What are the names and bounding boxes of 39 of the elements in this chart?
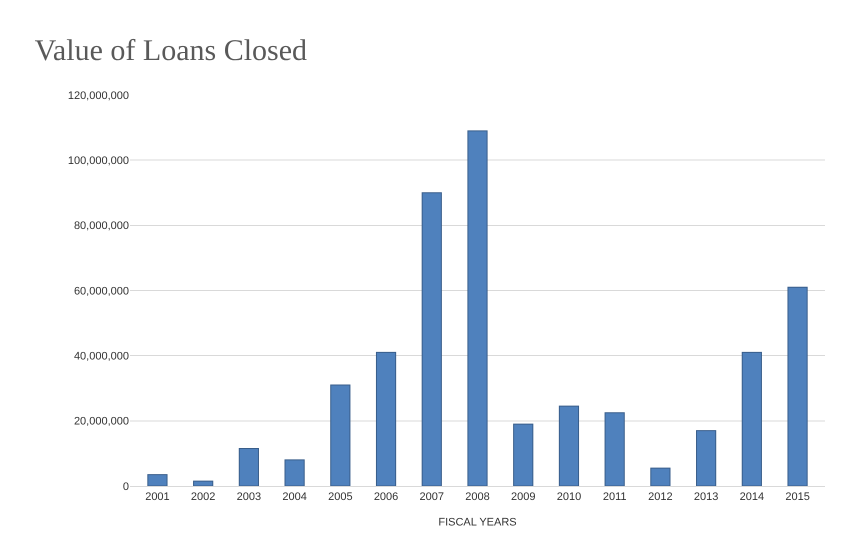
bar [238,448,259,486]
bar [284,459,305,486]
chart-title: Value of Loans Closed [34,34,308,67]
x-tick-label: 2008 [465,491,490,504]
bar [787,286,808,486]
bar [422,192,442,486]
x-tick-label: 2003 [236,491,262,504]
bar [558,406,580,486]
bar [650,468,670,486]
bar [147,474,168,486]
x-tick-label: 2001 [145,491,170,504]
x-tick-label: 2012 [648,491,673,504]
bar [742,352,762,486]
bar [193,480,214,486]
x-tick-label: 2014 [740,491,764,504]
y-tick-label: 120,000,000 [68,90,129,102]
x-tick-label: 2010 [556,491,582,504]
bar [513,424,534,486]
x-tick-label: 2011 [602,491,626,504]
x-tick-label: 2013 [694,491,718,504]
y-tick-label: 100,000,000 [68,155,129,168]
x-tick-label: 2009 [510,491,536,504]
bar [467,130,488,486]
x-tick-label: 2006 [374,491,398,504]
y-tick-label: 80,000,000 [74,220,129,232]
bar [330,384,350,486]
x-tick-label: 2002 [190,491,216,504]
x-tick-label: 2015 [785,491,810,504]
x-tick-label: 2007 [420,491,444,504]
x-axis-title: FISCAL YEARS [438,516,517,528]
y-tick-label: 60,000,000 [74,285,129,298]
y-tick-label: 40,000,000 [74,350,129,363]
y-tick-label: 20,000,000 [74,416,129,428]
y-tick-label: 0 [122,480,129,493]
bar [376,352,396,486]
bar [604,412,625,486]
x-tick-label: 2004 [282,491,307,504]
bar [696,430,716,486]
x-tick-label: 2005 [328,491,353,504]
